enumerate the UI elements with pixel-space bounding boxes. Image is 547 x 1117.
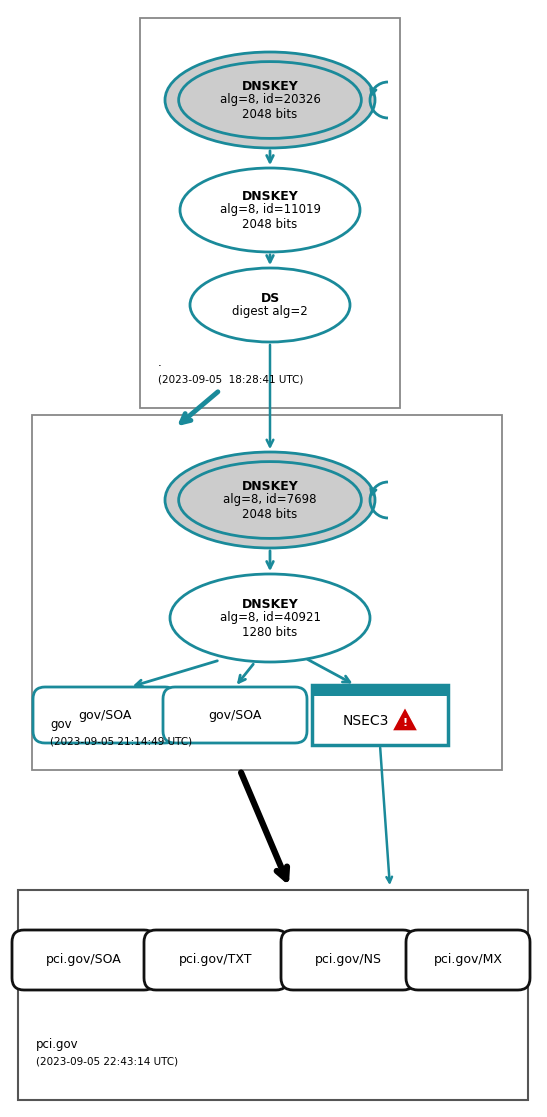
Text: 2048 bits: 2048 bits <box>242 507 298 521</box>
FancyBboxPatch shape <box>144 930 288 990</box>
Text: 2048 bits: 2048 bits <box>242 107 298 121</box>
Text: pci.gov: pci.gov <box>36 1038 79 1051</box>
Text: DS: DS <box>260 292 280 305</box>
Bar <box>312 685 448 696</box>
Text: (2023-09-05 22:43:14 UTC): (2023-09-05 22:43:14 UTC) <box>36 1057 178 1067</box>
Text: DNSKEY: DNSKEY <box>242 598 298 611</box>
Text: DNSKEY: DNSKEY <box>242 79 298 93</box>
Text: alg=8, id=40921: alg=8, id=40921 <box>219 611 321 624</box>
Text: pci.gov/SOA: pci.gov/SOA <box>46 954 122 966</box>
Text: gov: gov <box>50 718 72 731</box>
FancyBboxPatch shape <box>163 687 307 743</box>
Text: gov/SOA: gov/SOA <box>78 708 132 722</box>
Text: (2023-09-05 21:14:49 UTC): (2023-09-05 21:14:49 UTC) <box>50 737 192 747</box>
Ellipse shape <box>180 168 360 252</box>
Bar <box>18 890 528 1100</box>
Ellipse shape <box>170 574 370 662</box>
Bar <box>32 416 502 770</box>
Bar <box>140 18 400 408</box>
FancyBboxPatch shape <box>406 930 530 990</box>
Ellipse shape <box>165 452 375 548</box>
Polygon shape <box>392 707 418 731</box>
Text: gov/SOA: gov/SOA <box>208 708 261 722</box>
Text: digest alg=2: digest alg=2 <box>232 306 308 318</box>
Text: (2023-09-05  18:28:41 UTC): (2023-09-05 18:28:41 UTC) <box>158 375 304 385</box>
Text: alg=8, id=20326: alg=8, id=20326 <box>219 94 321 106</box>
Text: 1280 bits: 1280 bits <box>242 626 298 639</box>
Text: !: ! <box>403 718 408 728</box>
Text: DNSKEY: DNSKEY <box>242 479 298 493</box>
Text: .: . <box>158 356 162 369</box>
Text: pci.gov/TXT: pci.gov/TXT <box>179 954 253 966</box>
Bar <box>312 685 448 745</box>
Text: pci.gov/NS: pci.gov/NS <box>315 954 381 966</box>
Ellipse shape <box>165 52 375 147</box>
Text: 2048 bits: 2048 bits <box>242 218 298 230</box>
Text: alg=8, id=11019: alg=8, id=11019 <box>219 203 321 217</box>
Text: NSEC3: NSEC3 <box>343 714 389 728</box>
FancyBboxPatch shape <box>281 930 415 990</box>
FancyBboxPatch shape <box>12 930 156 990</box>
Ellipse shape <box>190 268 350 342</box>
Text: alg=8, id=7698: alg=8, id=7698 <box>223 494 317 506</box>
Text: DNSKEY: DNSKEY <box>242 190 298 202</box>
FancyBboxPatch shape <box>33 687 177 743</box>
Text: pci.gov/MX: pci.gov/MX <box>434 954 503 966</box>
